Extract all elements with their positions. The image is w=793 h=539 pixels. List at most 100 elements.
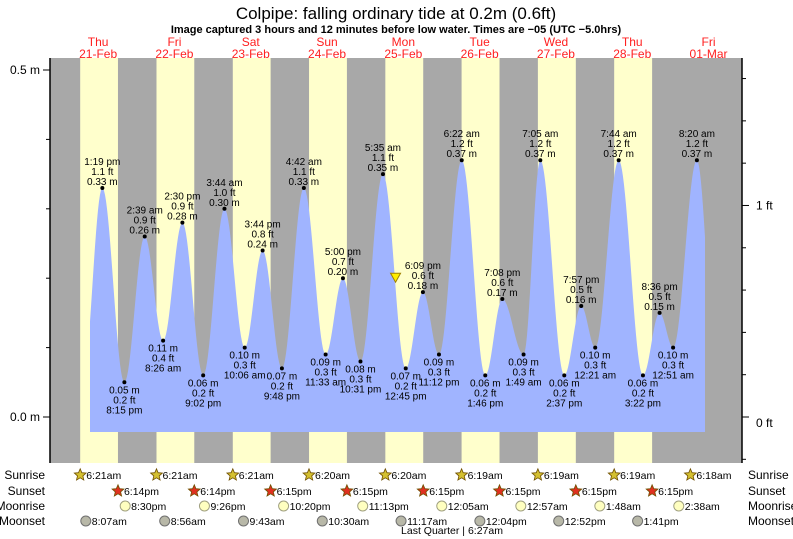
high-tide-point bbox=[340, 276, 345, 281]
moonset-icon bbox=[80, 515, 92, 527]
row-label-moonrise: Moonrise bbox=[0, 499, 45, 513]
moonset-time: 1:41pm bbox=[644, 516, 679, 528]
sunset-icon bbox=[263, 483, 278, 497]
tide-time-label: 12:21 am bbox=[574, 371, 616, 382]
sunrise-time: 6:19am bbox=[468, 470, 503, 482]
sunset-icon bbox=[340, 483, 354, 497]
day-header-date: 25-Feb bbox=[384, 47, 422, 61]
sunrise-time: 6:20am bbox=[391, 470, 426, 482]
sunset-time: 6:15pm bbox=[353, 486, 388, 498]
tide-time-label: 7:44 am bbox=[601, 129, 637, 140]
sunset-time: 6:15pm bbox=[506, 486, 541, 498]
tide-m-label: 0.17 m bbox=[487, 288, 518, 299]
day-header-date: 27-Feb bbox=[537, 47, 575, 61]
day-header-date: 23-Feb bbox=[232, 47, 270, 61]
low-tide-point bbox=[562, 373, 567, 378]
sunset-icon bbox=[416, 483, 431, 497]
sunrise-time: 6:20am bbox=[315, 470, 350, 482]
sunset-icon bbox=[187, 483, 202, 497]
tide-time-label: 8:20 am bbox=[679, 129, 715, 140]
sunset-time: 6:15pm bbox=[658, 486, 693, 498]
moon-phase-label: Last Quarter | 6:27am bbox=[401, 525, 503, 537]
row-label-sunrise-right: Sunrise bbox=[748, 468, 789, 482]
day-header-weekday: Fri bbox=[702, 35, 716, 49]
tide-m-label: 0.09 m bbox=[310, 358, 341, 369]
tide-ft-label: 1.1 ft bbox=[293, 167, 315, 178]
tide-ft-label: 0.3 ft bbox=[512, 368, 534, 379]
moonset-icon bbox=[632, 515, 644, 527]
high-tide-point bbox=[500, 297, 505, 302]
tide-time-label: 2:37 pm bbox=[546, 398, 582, 409]
moonrise-time: 10:20pm bbox=[290, 501, 331, 513]
tide-time-label: 7:08 pm bbox=[484, 268, 520, 279]
chart-subtitle: Image captured 3 hours and 12 minutes be… bbox=[171, 24, 622, 36]
tide-time-label: 8:36 pm bbox=[642, 282, 678, 293]
right-axis-label: 1 ft bbox=[756, 198, 773, 212]
tide-ft-label: 0.6 ft bbox=[412, 271, 434, 282]
high-tide-point bbox=[100, 185, 105, 190]
day-header-weekday: Fri bbox=[167, 35, 181, 49]
moonset-icon bbox=[237, 515, 249, 527]
tide-time-label: 9:02 pm bbox=[185, 398, 221, 409]
tide-time-label: 8:15 pm bbox=[106, 405, 142, 416]
row-label-sunset: Sunset bbox=[8, 484, 46, 498]
tide-m-label: 0.37 m bbox=[525, 149, 556, 160]
tide-m-label: 0.37 m bbox=[446, 149, 477, 160]
day-header-weekday: Sun bbox=[316, 35, 337, 49]
tide-ft-label: 0.9 ft bbox=[134, 216, 156, 227]
moonrise-icon bbox=[673, 500, 685, 512]
moonset-icon bbox=[159, 515, 171, 527]
tide-time-label: 7:05 am bbox=[522, 129, 558, 140]
tide-ft-label: 0.3 ft bbox=[314, 368, 336, 379]
tide-m-label: 0.06 m bbox=[549, 378, 580, 389]
day-header-date: 28-Feb bbox=[613, 47, 651, 61]
sunset-time: 6:15pm bbox=[277, 486, 312, 498]
moonset-icon bbox=[474, 515, 486, 527]
row-label-moonrise-right: Moonrise bbox=[748, 499, 793, 513]
moonrise-time: 11:13pm bbox=[369, 501, 409, 513]
tide-ft-label: 0.3 ft bbox=[234, 361, 256, 372]
tide-time-label: 2:30 pm bbox=[164, 192, 200, 203]
high-tide-point bbox=[657, 310, 662, 315]
tide-time-label: 11:33 am bbox=[305, 378, 346, 389]
low-tide-point bbox=[279, 366, 284, 371]
moonset-time: 12:04pm bbox=[486, 516, 527, 528]
low-tide-point bbox=[358, 359, 363, 364]
sunrise-icon bbox=[302, 467, 316, 481]
tide-ft-label: 0.9 ft bbox=[171, 202, 193, 213]
tide-m-label: 0.06 m bbox=[628, 378, 659, 389]
tide-time-label: 10:31 pm bbox=[340, 384, 382, 395]
row-label-sunrise: Sunrise bbox=[4, 468, 45, 482]
tide-ft-label: 1.1 ft bbox=[91, 167, 113, 178]
tide-m-label: 0.37 m bbox=[603, 149, 634, 160]
moonset-time: 12:52pm bbox=[565, 516, 606, 528]
tide-ft-label: 1.2 ft bbox=[451, 139, 473, 150]
tide-ft-label: 0.2 ft bbox=[113, 395, 135, 406]
tide-series bbox=[90, 160, 705, 432]
tide-m-label: 0.37 m bbox=[682, 149, 713, 160]
tide-m-label: 0.06 m bbox=[188, 378, 219, 389]
chart-title: Colpipe: falling ordinary tide at 0.2m (… bbox=[236, 4, 556, 23]
tide-time-label: 9:48 pm bbox=[264, 391, 300, 402]
low-tide-point bbox=[323, 352, 328, 357]
low-tide-point bbox=[122, 380, 127, 385]
low-tide-point bbox=[483, 373, 488, 378]
moonrise-icon bbox=[278, 500, 290, 512]
tide-m-label: 0.30 m bbox=[209, 198, 240, 209]
tide-ft-label: 0.2 ft bbox=[271, 381, 293, 392]
tide-ft-label: 0.3 ft bbox=[428, 368, 450, 379]
tide-m-label: 0.10 m bbox=[658, 351, 689, 362]
tide-m-label: 0.33 m bbox=[87, 177, 118, 188]
day-header-date: 21-Feb bbox=[79, 47, 117, 61]
moonrise-time: 1:48am bbox=[606, 501, 641, 513]
tide-time-label: 8:26 am bbox=[145, 364, 181, 375]
high-tide-point bbox=[420, 290, 425, 295]
sunrise-time: 6:21am bbox=[239, 470, 274, 482]
sunrise-time: 6:18am bbox=[696, 470, 731, 482]
row-label-sunset-right: Sunset bbox=[748, 484, 786, 498]
low-tide-point bbox=[671, 345, 676, 350]
sunrise-icon bbox=[73, 467, 88, 481]
tide-m-label: 0.06 m bbox=[470, 378, 501, 389]
high-tide-point bbox=[538, 158, 543, 163]
